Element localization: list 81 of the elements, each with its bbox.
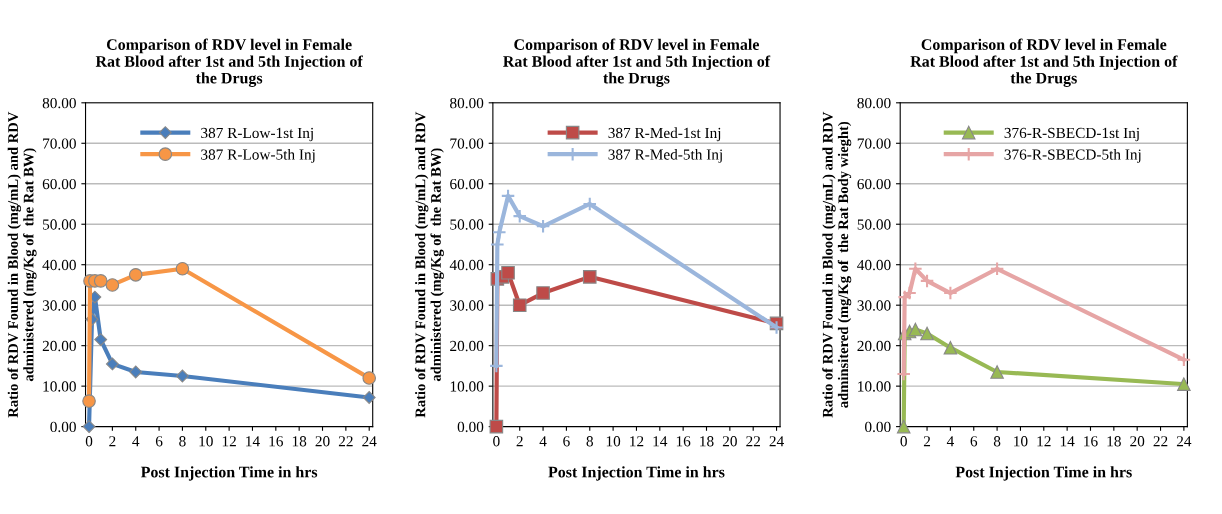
x-tick-label: 22: [1153, 436, 1168, 447]
x-tick-label: 12: [222, 436, 236, 447]
x-tick-label: 0: [493, 436, 500, 447]
y-tick-label: 40.00: [857, 259, 891, 271]
legend-label: 387 R-Med-5th Inj: [608, 148, 722, 163]
x-tick-label: 0: [85, 436, 93, 447]
chart-title: Comparison of RDV level in Female Rat Blood after 1st and 5th Injection of the Drugs: [95, 38, 363, 87]
y-tick-label: 80.00: [857, 97, 891, 109]
x-tick-label: 14: [653, 436, 668, 447]
y-axis-title: Ratio of RDV Found in Blood (mg/mL) and RDV administered (mg/Kg of the Rat BW): [7, 111, 37, 418]
y-tick-label: 10.00: [450, 381, 484, 392]
legend-label: 376-R-SBECD-1st Inj: [1004, 127, 1139, 142]
y-tick-label: 20.00: [450, 340, 484, 352]
legend-label: 387 R-Low-5th Inj: [201, 148, 315, 163]
y-tick-label: 70.00: [450, 138, 484, 149]
legend-label: 376-R-SBECD-5th Inj: [1004, 148, 1141, 163]
y-tick-label: 20.00: [857, 340, 891, 352]
y-tick-label: 0.00: [865, 421, 891, 433]
y-tick-label: 60.00: [857, 178, 891, 190]
x-tick-label: 10: [606, 436, 621, 447]
x-tick-label: 6: [970, 436, 978, 447]
y-tick-label: 30.00: [42, 300, 76, 311]
legend-label: 387 R-Med-1st Inj: [608, 127, 721, 142]
y-axis-title: Ratio of RDV Found in Blood (mg/mL) and RDV administered (mg/Kg of the Rat BW): [414, 111, 444, 418]
x-tick-label: 24: [1176, 436, 1192, 447]
y-tick-label: 30.00: [857, 300, 891, 311]
x-tick-label: 24: [362, 436, 377, 447]
y-tick-label: 50.00: [857, 219, 891, 230]
x-tick-label: 18: [292, 436, 307, 447]
x-tick-label: 10: [1014, 436, 1028, 447]
x-tick-label: 24: [769, 436, 784, 447]
x-tick-label: 6: [155, 436, 163, 447]
x-tick-label: 8: [993, 436, 1001, 447]
y-tick-label: 50.00: [43, 219, 76, 230]
y-tick-label: 60.00: [42, 178, 76, 190]
y-tick-label: 40.00: [42, 259, 76, 271]
y-tick-label: 50.00: [450, 219, 484, 230]
x-tick-label: 14: [1060, 436, 1075, 447]
x-tick-label: 2: [109, 436, 116, 447]
x-tick-label: 18: [1107, 436, 1121, 447]
x-tick-label: 6: [563, 436, 570, 447]
y-tick-label: 80.00: [42, 97, 76, 109]
y-tick-label: 0.00: [50, 421, 76, 433]
legend-label: 387 R-Low-1st Inj: [201, 127, 313, 142]
y-tick-label: 70.00: [43, 138, 76, 149]
x-tick-label: 4: [539, 436, 547, 447]
y-tick-label: 70.00: [857, 138, 891, 149]
x-axis-title: Post Injection Time in hrs: [548, 466, 725, 481]
y-tick-label: 60.00: [450, 178, 484, 190]
x-tick-label: 2: [516, 436, 523, 447]
x-tick-label: 10: [199, 436, 213, 447]
x-tick-label: 16: [1084, 436, 1098, 447]
x-tick-label: 8: [179, 436, 186, 447]
x-axis-title: Post Injection Time in hrs: [955, 466, 1132, 481]
x-tick-label: 12: [630, 436, 644, 447]
x-tick-label: 4: [132, 436, 140, 447]
x-tick-label: 0: [900, 436, 907, 447]
y-tick-label: 20.00: [42, 340, 76, 352]
y-tick-label: 0.00: [457, 421, 484, 433]
x-tick-label: 20: [1130, 436, 1145, 447]
x-tick-label: 16: [676, 436, 691, 447]
x-tick-label: 20: [722, 436, 737, 447]
x-tick-label: 22: [338, 436, 353, 447]
x-tick-label: 18: [700, 436, 714, 447]
x-tick-label: 22: [746, 436, 760, 447]
x-tick-label: 16: [269, 436, 283, 447]
x-tick-label: 20: [315, 436, 330, 447]
x-tick-label: 12: [1037, 436, 1051, 447]
x-tick-label: 8: [586, 436, 593, 447]
y-tick-label: 30.00: [450, 300, 484, 311]
x-tick-label: 14: [246, 436, 260, 447]
y-tick-label: 10.00: [858, 381, 891, 392]
x-tick-label: 2: [923, 436, 931, 447]
x-axis-title: Post Injection Time in hrs: [140, 466, 318, 481]
y-tick-label: 80.00: [450, 97, 484, 109]
chart-title: Comparison of RDV level in Female Rat Blood after 1st and 5th Injection of the Drugs: [910, 38, 1178, 87]
x-tick-label: 4: [946, 436, 954, 447]
y-tick-label: 10.00: [43, 381, 76, 392]
y-axis-title: Ratio of RDV Found in Blood (mg/mL) and RDV adminsitered (mg/Kg of the Rat Body wieght): [822, 111, 852, 418]
y-tick-label: 40.00: [449, 259, 484, 271]
chart-title: Comparison of RDV level in Female Rat Blood after 1st and 5th Injection of the Drugs: [503, 38, 771, 87]
